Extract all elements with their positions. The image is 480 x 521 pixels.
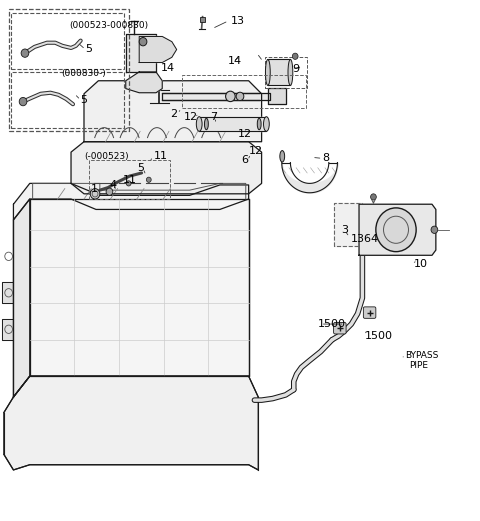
Circle shape	[19, 97, 27, 106]
Text: 13: 13	[230, 16, 244, 26]
Ellipse shape	[257, 118, 261, 130]
Text: 2: 2	[170, 108, 177, 119]
Text: 11: 11	[123, 175, 137, 185]
Bar	[200, 17, 205, 22]
Polygon shape	[126, 72, 162, 93]
Text: (000830-): (000830-)	[61, 69, 106, 79]
Polygon shape	[13, 183, 249, 220]
Polygon shape	[334, 203, 362, 246]
Circle shape	[371, 194, 376, 200]
Text: 1: 1	[91, 183, 97, 194]
Text: 8: 8	[323, 153, 330, 164]
Text: (000523-000830): (000523-000830)	[70, 20, 149, 30]
Text: 10: 10	[414, 258, 428, 269]
Text: 11: 11	[154, 151, 168, 162]
Text: 14: 14	[228, 56, 242, 67]
Circle shape	[106, 188, 113, 195]
Text: (-000523): (-000523)	[84, 152, 129, 161]
Circle shape	[146, 177, 151, 182]
Circle shape	[236, 92, 244, 101]
Ellipse shape	[288, 59, 293, 85]
Text: 5: 5	[137, 163, 144, 173]
Polygon shape	[359, 204, 436, 255]
Text: 3: 3	[341, 225, 348, 235]
Bar	[265, 57, 307, 88]
Circle shape	[21, 49, 29, 57]
Text: 6: 6	[241, 155, 248, 166]
Ellipse shape	[264, 117, 269, 131]
FancyBboxPatch shape	[334, 322, 346, 334]
Circle shape	[90, 189, 100, 199]
Polygon shape	[30, 199, 249, 376]
Polygon shape	[268, 88, 286, 104]
Ellipse shape	[280, 151, 285, 162]
Polygon shape	[126, 34, 156, 72]
Circle shape	[376, 208, 416, 252]
Circle shape	[431, 226, 438, 233]
Text: 1500: 1500	[318, 319, 346, 329]
Circle shape	[226, 91, 235, 102]
Polygon shape	[13, 199, 30, 397]
Polygon shape	[4, 376, 258, 470]
Ellipse shape	[204, 118, 208, 130]
Text: 5: 5	[85, 44, 93, 55]
Polygon shape	[84, 81, 262, 142]
Text: 12: 12	[249, 146, 263, 156]
Circle shape	[126, 181, 131, 186]
Text: 1364: 1364	[351, 233, 379, 244]
Polygon shape	[162, 93, 270, 100]
Text: 12: 12	[238, 129, 252, 140]
Text: PIPE: PIPE	[409, 361, 429, 370]
Ellipse shape	[196, 117, 202, 131]
Text: 14: 14	[161, 63, 175, 73]
Polygon shape	[199, 117, 266, 131]
FancyBboxPatch shape	[363, 307, 376, 318]
Polygon shape	[71, 142, 262, 194]
Text: 5: 5	[81, 95, 88, 105]
Polygon shape	[139, 36, 177, 63]
Text: 1500: 1500	[365, 330, 393, 341]
Text: 9: 9	[292, 64, 299, 74]
Text: 12: 12	[184, 112, 198, 122]
Circle shape	[139, 38, 147, 46]
Text: BYPASS: BYPASS	[406, 351, 439, 360]
Polygon shape	[268, 59, 290, 85]
Text: 4: 4	[110, 180, 117, 190]
Text: 7: 7	[210, 112, 217, 122]
Polygon shape	[2, 319, 13, 340]
FancyArrowPatch shape	[372, 200, 375, 203]
Ellipse shape	[265, 59, 270, 85]
Circle shape	[292, 53, 298, 59]
Polygon shape	[2, 282, 13, 303]
